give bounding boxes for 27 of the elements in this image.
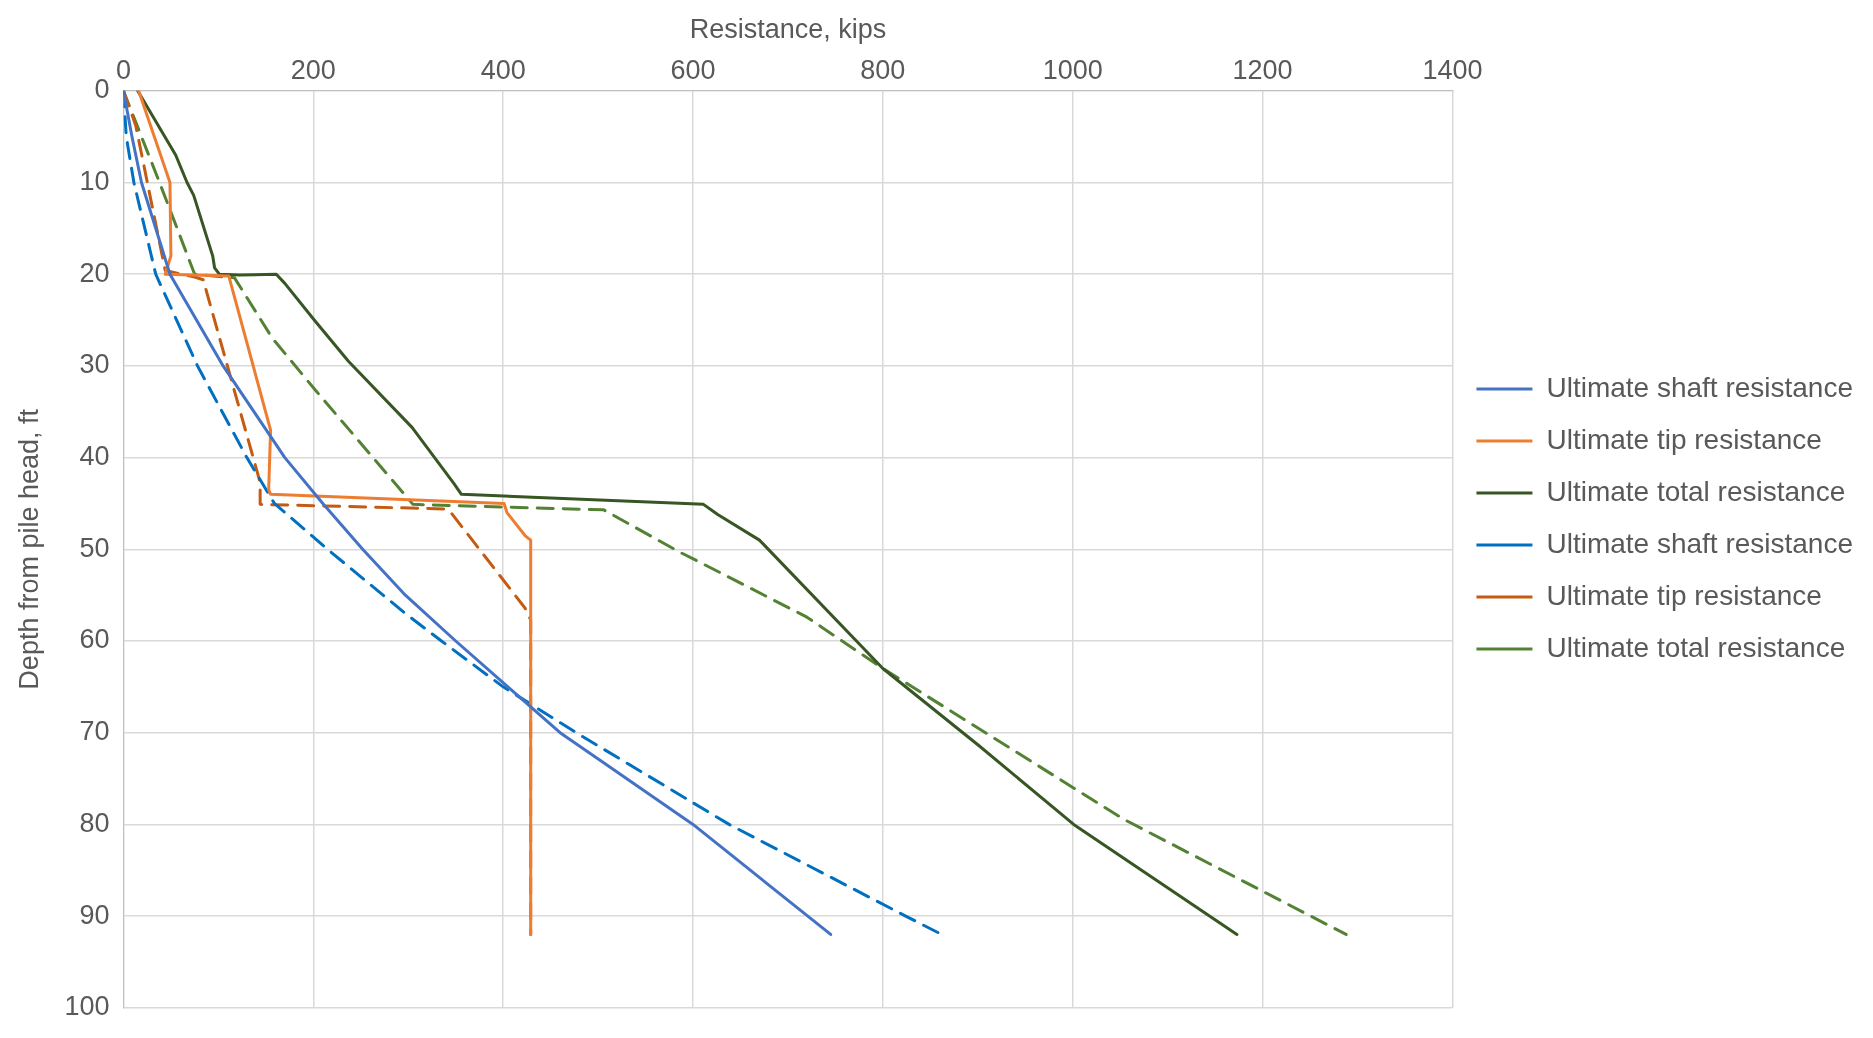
y-tick-label: 50	[79, 532, 110, 563]
legend-label: Ultimate shaft resistance	[1546, 371, 1854, 403]
y-tick-label: 90	[79, 899, 110, 930]
x-tick-label: 1200	[1232, 55, 1293, 86]
x-tick-label: 600	[670, 55, 716, 86]
legend-label: Ultimate shaft resistance	[1546, 527, 1854, 559]
legend-label: Ultimate total resistance	[1546, 475, 1846, 507]
legend-label: Ultimate tip resistance	[1546, 579, 1822, 611]
y-tick-label: 20	[79, 257, 110, 288]
x-tick-label: 800	[860, 55, 906, 86]
y-tick-label: 40	[79, 441, 110, 472]
y-tick-label: 0	[94, 74, 110, 105]
x-axis-title: Resistance, kips	[689, 13, 887, 44]
legend-label: Ultimate tip resistance	[1546, 423, 1822, 455]
x-tick-label: 1400	[1422, 55, 1483, 86]
y-tick-label: 10	[79, 165, 110, 196]
y-tick-label: 70	[79, 716, 110, 747]
y-tick-label: 60	[79, 624, 110, 655]
y-tick-label: 80	[79, 807, 110, 838]
legend-label: Ultimate total resistance	[1546, 631, 1846, 663]
y-axis-title: Depth from pile head, ft	[13, 408, 44, 690]
y-tick-label: 30	[79, 349, 110, 380]
y-tick-label: 100	[64, 991, 110, 1022]
x-tick-label: 400	[480, 55, 526, 86]
x-tick-label: 200	[290, 55, 336, 86]
x-tick-label: 0	[115, 55, 131, 86]
x-tick-label: 1000	[1042, 55, 1103, 86]
